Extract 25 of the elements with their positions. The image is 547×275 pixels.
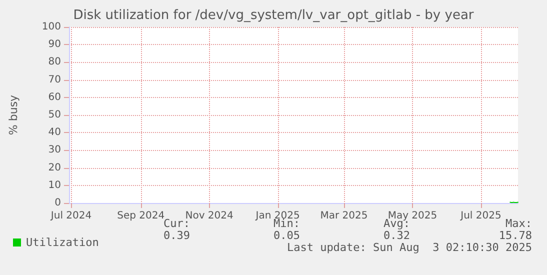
y-tick-label: 50 [48, 110, 61, 120]
y-tick-label: 60 [48, 92, 61, 103]
y-tick-label: 80 [48, 56, 61, 68]
y-tick-label: 100 [42, 22, 61, 32]
y-tick-label: 40 [48, 127, 61, 138]
text: 0.39 [164, 229, 190, 242]
y-tick-label: 70 [48, 74, 61, 86]
text: Min: [274, 217, 300, 230]
x-tick-label: Jul 2025 [460, 210, 502, 222]
y-tick-label: 30 [48, 144, 61, 156]
x-tick-label: Sep 2024 [117, 210, 165, 222]
chart-title: Disk utilization for /dev/vg_system/lv_var_opt_gitlab - by year [73, 8, 474, 23]
y-tick-label: 20 [48, 162, 61, 174]
text: 0.05 [274, 229, 300, 242]
y-tick-label: 90 [48, 39, 61, 50]
text: Last update: Sun Aug 3 02:10:30 2025 [286, 241, 532, 254]
text: 0.32 [384, 229, 410, 242]
y-axis-title: % busy [7, 94, 20, 136]
text: 15.78 [498, 229, 532, 242]
x-tick-label: Mar 2025 [320, 210, 368, 222]
x-tick-label: Jul 2024 [50, 210, 92, 222]
y-tick-label: 0 [54, 198, 61, 208]
legend-label: Utilization [26, 236, 99, 249]
text: Max: [506, 217, 532, 230]
y-tick-label: 10 [48, 180, 61, 191]
